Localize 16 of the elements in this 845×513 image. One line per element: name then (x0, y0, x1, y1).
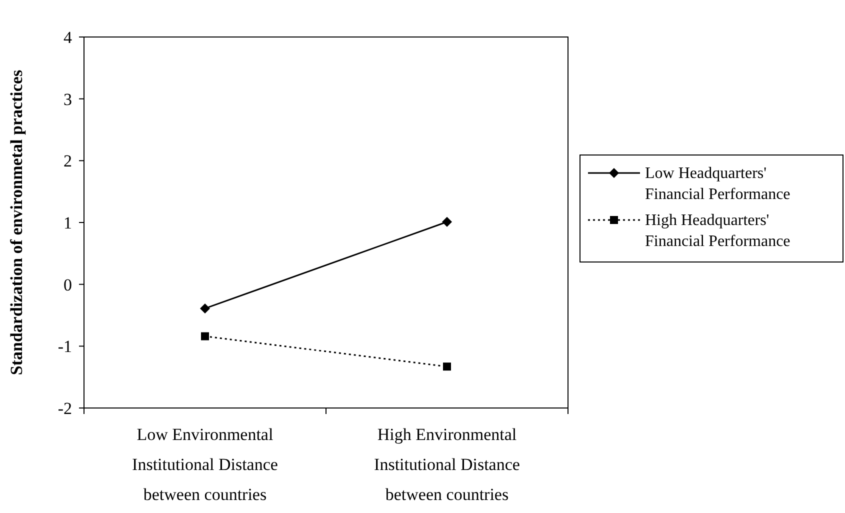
y-tick-label: 3 (64, 90, 72, 109)
point (442, 216, 452, 227)
y-tick-label: 0 (64, 275, 72, 294)
point (443, 362, 451, 371)
y-tick-label: 2 (64, 152, 72, 171)
y-tick-label: -2 (58, 398, 72, 418)
legend-label: Low Headquarters' Financial Performance (645, 165, 790, 203)
legend-label: High Headquarters' Financial Performance (645, 212, 790, 250)
y-tick-label: -1 (58, 337, 72, 356)
x-tick-label: Low Environmental Institutional Distance between countries (132, 425, 278, 504)
point (200, 303, 210, 314)
y-axis-title: Standardization of environmetal practices (7, 70, 26, 376)
x-tick-label: High Environmental Institutional Distance between countries (374, 425, 520, 504)
y-tick-label: 4 (64, 28, 72, 47)
point (201, 332, 209, 340)
y-tick-label: 1 (64, 213, 72, 232)
